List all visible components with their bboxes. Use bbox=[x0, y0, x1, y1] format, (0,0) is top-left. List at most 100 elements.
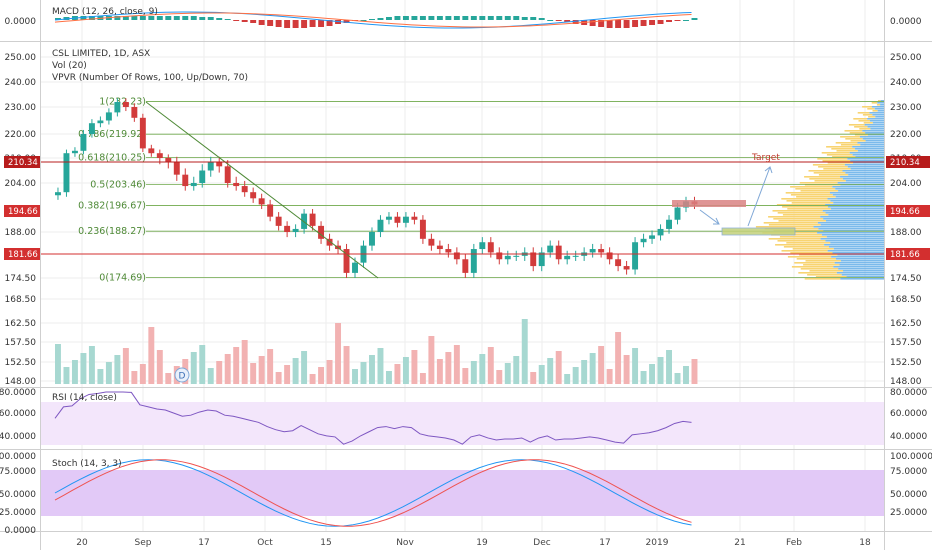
vpvr-down-60 bbox=[825, 220, 884, 222]
vpvr-down-66 bbox=[817, 232, 884, 234]
vpvr-up-1 bbox=[871, 102, 878, 104]
candle-body-58 bbox=[547, 245, 554, 253]
volume-bar-38 bbox=[377, 348, 384, 384]
macd-tick-right: 0.0000 bbox=[890, 17, 922, 27]
candle-body-4 bbox=[88, 123, 95, 134]
vpvr-down-31 bbox=[853, 162, 884, 164]
vpvr-down-10 bbox=[869, 120, 884, 122]
vpvr-down-35 bbox=[842, 170, 884, 172]
dividend-marker[interactable] bbox=[174, 367, 190, 383]
vpvr-down-61 bbox=[817, 222, 884, 224]
candle-body-14 bbox=[173, 162, 180, 175]
volume-bar-33 bbox=[335, 323, 342, 384]
vpvr-up-54 bbox=[787, 208, 831, 210]
candle-body-26 bbox=[275, 216, 282, 226]
vpvr-down-49 bbox=[827, 198, 884, 200]
vpvr-down-76 bbox=[832, 252, 884, 254]
candlesticks bbox=[55, 98, 698, 278]
candle-body-39 bbox=[385, 216, 392, 220]
rsi-tick-right-0: 80.0000 bbox=[890, 388, 927, 398]
vpvr-up-37 bbox=[818, 174, 849, 176]
price-tick-left-0: 250.00 bbox=[5, 53, 37, 63]
volume-bar-42 bbox=[411, 350, 418, 384]
vpvr-down-38 bbox=[840, 176, 884, 178]
date-tick-9: 2019 bbox=[646, 538, 669, 548]
vpvr-up-60 bbox=[778, 220, 826, 222]
vpvr-up-70 bbox=[777, 240, 826, 242]
macd-bar-38 bbox=[377, 18, 384, 20]
vpvr-up-59 bbox=[773, 218, 824, 220]
macd-bar-32 bbox=[326, 20, 333, 26]
macd-bar-47 bbox=[453, 16, 460, 20]
vpvr-up-72 bbox=[775, 244, 825, 246]
candle-body-15 bbox=[182, 174, 189, 187]
volume-bar-55 bbox=[521, 319, 528, 384]
vpvr-down-20 bbox=[865, 140, 884, 142]
volume-bar-27 bbox=[284, 365, 291, 384]
macd-bar-57 bbox=[538, 18, 545, 20]
vpvr-up-15 bbox=[844, 130, 863, 132]
vpvr-down-81 bbox=[834, 262, 884, 264]
vpvr-down-64 bbox=[818, 228, 884, 230]
macd-bar-73 bbox=[674, 20, 681, 21]
macd-bar-65 bbox=[606, 20, 613, 28]
vpvr-up-22 bbox=[840, 144, 861, 146]
macd-bar-10 bbox=[139, 16, 146, 20]
vpvr-up-89 bbox=[804, 278, 841, 280]
stoch-tick-right-0: 100.0000 bbox=[890, 452, 932, 462]
volume-bar-75 bbox=[691, 359, 698, 384]
volume-bar-53 bbox=[504, 363, 511, 384]
macd-bar-56 bbox=[530, 17, 537, 20]
volume-bar-35 bbox=[352, 369, 358, 384]
vpvr-up-18 bbox=[840, 136, 860, 138]
volume-bar-72 bbox=[666, 350, 672, 384]
vpvr-down-86 bbox=[836, 272, 884, 274]
volume-bar-59 bbox=[555, 351, 562, 384]
candle-body-8 bbox=[122, 102, 129, 107]
date-tick-4: 15 bbox=[320, 538, 331, 548]
candle-body-44 bbox=[428, 238, 435, 246]
vpvr-up-67 bbox=[771, 234, 822, 236]
date-axis: 20 Sep 17 Oct 15 Nov 19 Dec 17 2019 21 Feb 18 bbox=[76, 538, 871, 548]
macd-bar-12 bbox=[156, 16, 163, 20]
volume-bar-58 bbox=[547, 358, 554, 384]
volume-bar-7 bbox=[114, 355, 121, 384]
vpvr-up-34 bbox=[823, 168, 851, 170]
macd-bar-51 bbox=[487, 16, 494, 20]
candle-body-45 bbox=[436, 245, 443, 250]
price-tick-right-8: 168.50 bbox=[890, 295, 922, 305]
candle-body-54 bbox=[513, 255, 520, 257]
date-tick-1: Sep bbox=[135, 538, 152, 548]
vpvr-up-30 bbox=[822, 160, 851, 162]
macd-bar-41 bbox=[402, 16, 409, 20]
volume-bar-73 bbox=[674, 373, 681, 384]
price-tick-left-6: 188.00 bbox=[5, 228, 37, 238]
vpvr-up-78 bbox=[787, 256, 832, 258]
price-tick-left-2: 230.00 bbox=[5, 103, 37, 113]
candle-body-10 bbox=[139, 117, 146, 149]
volume-bar-25 bbox=[267, 349, 274, 384]
price-tick-left-7: 174.50 bbox=[5, 274, 37, 284]
volume-bar-56 bbox=[530, 372, 537, 384]
volume-bar-11 bbox=[148, 327, 155, 384]
vpvr-down-21 bbox=[857, 142, 884, 144]
vpvr-up-86 bbox=[798, 272, 837, 274]
volume-bar-36 bbox=[360, 362, 367, 384]
volume-bar-17 bbox=[199, 345, 206, 384]
stoch-tick-right-3: 25.0000 bbox=[890, 508, 927, 518]
volume-bar-21 bbox=[233, 347, 240, 384]
vpvr-up-14 bbox=[859, 128, 871, 130]
macd-bar-13 bbox=[165, 16, 172, 20]
fib-label-0: 1(232.23) bbox=[99, 96, 146, 107]
macd-bar-3 bbox=[80, 16, 87, 20]
rsi-tick-right-1: 60.0000 bbox=[890, 409, 927, 419]
projection-arrow-head-up bbox=[764, 166, 773, 174]
vpvr-down-69 bbox=[820, 238, 884, 240]
vpvr-up-6 bbox=[857, 112, 870, 114]
vpvr-up-82 bbox=[803, 264, 840, 266]
volume-bar-30 bbox=[309, 374, 316, 384]
candle-body-57 bbox=[538, 252, 545, 267]
fib-label-3: 0.5(203.46) bbox=[90, 180, 146, 191]
volume-bar-68 bbox=[632, 348, 639, 384]
candle-body-17 bbox=[199, 170, 206, 183]
